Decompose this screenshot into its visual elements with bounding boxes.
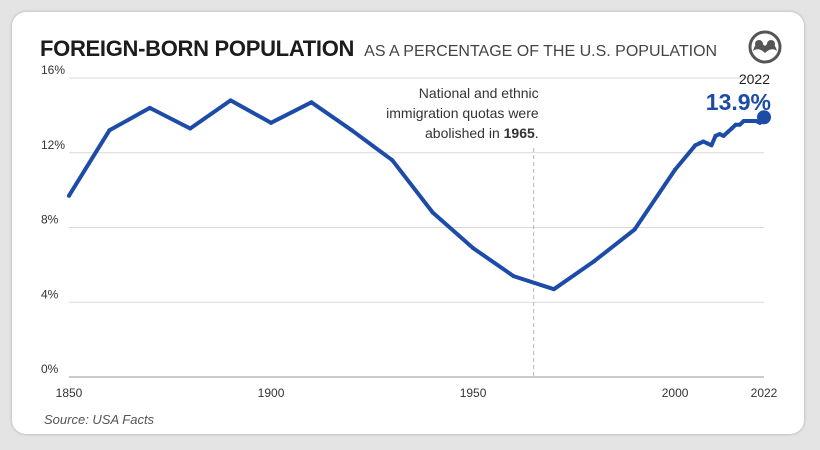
data-point — [349, 128, 354, 133]
chart-title: FOREIGN-BORN POPULATION — [40, 36, 355, 61]
data-point — [430, 210, 435, 215]
x-axis-ticks: 1850 1900 1950 2000 2022 — [56, 386, 778, 400]
x-tick-label: 1900 — [258, 386, 285, 400]
visual-capitalist-logo-icon — [748, 30, 782, 64]
series-line — [67, 98, 766, 292]
endpoint-callout: 2022 13.9% — [706, 71, 771, 125]
data-point — [701, 139, 706, 144]
data-point — [471, 246, 476, 251]
x-tick-label: 2022 — [751, 386, 778, 400]
data-point — [632, 227, 637, 232]
data-point — [753, 118, 758, 123]
data-point — [228, 98, 233, 103]
data-point — [741, 118, 746, 123]
chart-subtitle: AS A PERCENTAGE OF THE U.S. POPULATION — [364, 43, 718, 60]
source-note: Source: USA Facts — [44, 412, 155, 427]
data-point — [733, 122, 738, 127]
data-point — [721, 133, 726, 138]
data-point — [709, 143, 714, 148]
chart-card — [12, 12, 804, 434]
annotation: National and ethnic immigration quotas we… — [386, 85, 539, 377]
data-point — [188, 126, 193, 131]
annotation-text-line: abolished in 1965. — [425, 125, 539, 141]
data-point — [309, 100, 314, 105]
x-tick-label: 1950 — [460, 386, 487, 400]
series-layer — [67, 98, 766, 292]
y-tick-label: 0% — [41, 362, 59, 376]
annotation-year: 1965 — [504, 125, 535, 141]
data-point — [745, 118, 750, 123]
y-tick-label: 16% — [41, 63, 65, 77]
data-point — [705, 141, 710, 146]
data-point — [713, 133, 718, 138]
data-point — [147, 105, 152, 110]
data-point — [737, 122, 742, 127]
annotation-text-prefix: abolished in — [425, 125, 504, 141]
y-tick-label: 4% — [41, 287, 59, 301]
grid-lines — [69, 77, 764, 378]
x-tick-label: 2000 — [662, 386, 689, 400]
data-point — [511, 274, 516, 279]
endpoint-value-label: 13.9% — [706, 89, 771, 115]
data-point — [390, 158, 395, 163]
annotation-text-line: National and ethnic — [419, 85, 539, 101]
data-point — [717, 132, 722, 137]
x-tick-label: 1850 — [56, 386, 83, 400]
chart-header: FOREIGN-BORN POPULATION AS A PERCENTAGE … — [40, 36, 717, 62]
y-tick-label: 8% — [41, 213, 59, 227]
endpoint-year-label: 2022 — [739, 71, 770, 87]
data-point — [673, 167, 678, 172]
data-point — [551, 287, 556, 292]
data-point — [592, 259, 597, 264]
data-point — [67, 193, 71, 198]
annotation-text-suffix: . — [535, 125, 539, 141]
data-point — [107, 128, 112, 133]
annotation-text-line: immigration quotas were — [386, 105, 539, 121]
data-point — [729, 126, 734, 131]
y-tick-label: 12% — [41, 138, 65, 152]
data-point — [693, 143, 698, 148]
endpoint-marker — [757, 110, 771, 125]
y-axis-ticks: 0% 4% 8% 12% 16% — [41, 63, 65, 376]
data-point — [749, 118, 754, 123]
data-point — [269, 120, 274, 125]
data-point — [725, 130, 730, 135]
data-point — [697, 141, 702, 146]
